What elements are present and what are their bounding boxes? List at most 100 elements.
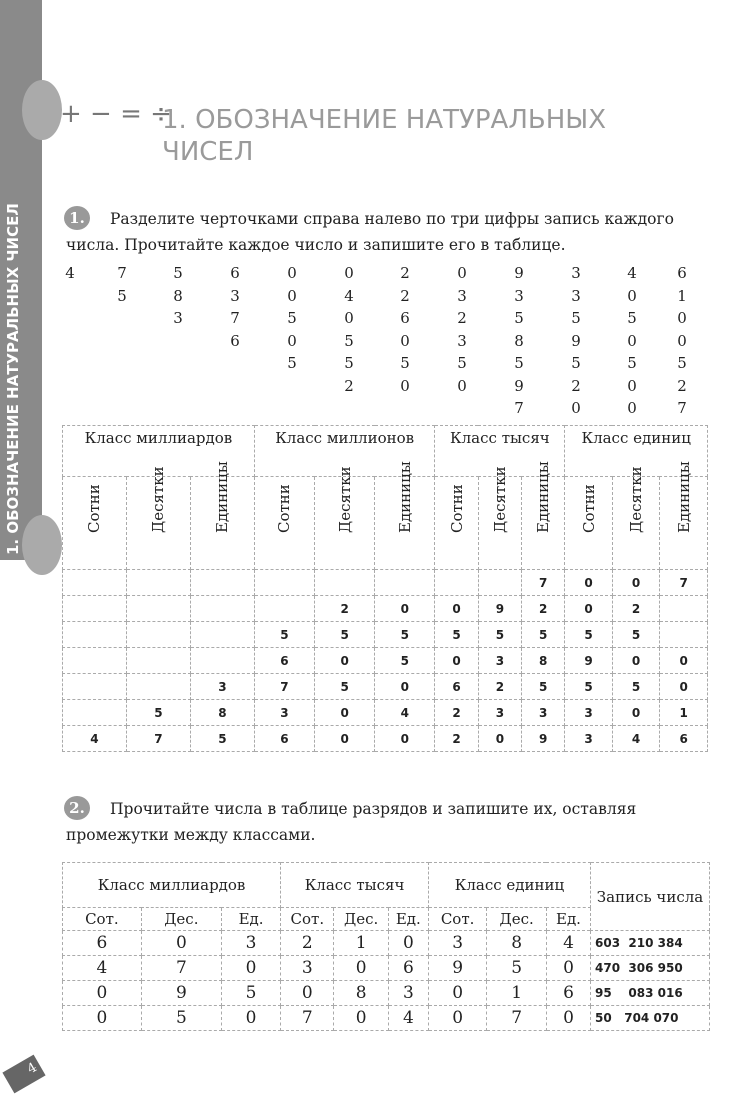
digit-column: 9 3 5 8 5 9 7 <box>504 262 534 420</box>
digit-cell: 4 <box>374 699 436 726</box>
table-row: 0 9 5 0 8 3 0 1 6 95 083 016 <box>62 980 710 1006</box>
digit: 5 <box>571 309 581 327</box>
digit: 4 <box>627 264 637 282</box>
digit: 0 <box>677 309 687 327</box>
digit: 0 <box>627 399 637 417</box>
digit-cell: 9 <box>521 725 566 752</box>
digit-cell: 4 <box>611 725 661 752</box>
digit-cell: 2 <box>314 595 376 622</box>
digit-column: 4 0 5 0 5 0 0 <box>617 262 647 420</box>
digit: 5 <box>457 354 467 372</box>
digit: 9 <box>571 331 581 350</box>
digit-cell <box>189 595 255 622</box>
digit-cell: 7 <box>280 1005 335 1031</box>
digit-cell: 3 <box>387 980 429 1006</box>
digit: 3 <box>173 309 183 327</box>
digit: 8 <box>514 331 524 350</box>
digit: 5 <box>514 309 524 327</box>
digit: 0 <box>571 399 581 417</box>
rank-header: Сотни <box>62 476 127 570</box>
digit-cell: 3 <box>427 930 488 956</box>
digit-cell: 3 <box>253 699 316 726</box>
digit-cell: 6 <box>545 980 592 1006</box>
digit-cell: 5 <box>486 955 547 981</box>
task1-text: Разделите черточками справа налево по тр… <box>66 210 674 254</box>
page-title: 1. ОБОЗНАЧЕНИЕ НАТУРАЛЬНЫХ ЧИСЕЛ <box>162 104 606 168</box>
table-row: 0 5 0 7 0 4 0 7 0 50 704 070 <box>62 1005 710 1031</box>
digit: 0 <box>677 331 687 350</box>
rank-header: Дес. <box>333 907 389 931</box>
class-header: Класс миллионов <box>253 425 436 477</box>
digit: 0 <box>457 376 467 395</box>
digit: 5 <box>571 354 581 372</box>
digit-cell: 7 <box>659 569 708 596</box>
task-number-badge: 2. <box>64 796 90 820</box>
digit-cell <box>125 595 191 622</box>
digit-cell: 3 <box>477 699 523 726</box>
rank-header: Сот. <box>62 907 142 931</box>
digit-cell: 0 <box>220 955 282 981</box>
digit-cell <box>62 595 127 622</box>
digit: 5 <box>287 354 297 372</box>
digit: 5 <box>287 309 297 327</box>
digit-cell: 7 <box>125 725 191 752</box>
digit-column: 0 4 0 5 5 2 <box>334 262 364 397</box>
rank-header: Ед. <box>545 907 592 931</box>
digit-cell: 0 <box>280 980 335 1006</box>
digit-cell: 3 <box>521 699 566 726</box>
rank-header: Дес. <box>140 907 223 931</box>
digit-cell <box>62 699 127 726</box>
digit-cell: 3 <box>220 930 282 956</box>
digit-cell <box>659 595 708 622</box>
digit-cell: 6 <box>659 725 708 752</box>
digit: 2 <box>677 376 687 395</box>
record-cell: 470 306 950 <box>590 955 710 981</box>
rank-label: Десятки <box>490 466 509 533</box>
digit: 7 <box>117 264 127 282</box>
digit-cell: 2 <box>477 673 523 700</box>
digit-cell: 0 <box>477 725 523 752</box>
digit: 2 <box>344 376 354 395</box>
digit: 7 <box>677 399 687 417</box>
digit: 0 <box>287 286 297 305</box>
digit-cell: 6 <box>387 955 429 981</box>
digit-cell <box>62 621 127 648</box>
digit-cell: 3 <box>280 955 335 981</box>
rank-label: Сотни <box>85 484 104 533</box>
digit: 0 <box>344 309 354 327</box>
rank-header: Единицы <box>521 461 566 570</box>
digit-cell: 0 <box>374 725 436 752</box>
digit: 2 <box>400 264 410 282</box>
digit: 2 <box>457 309 467 327</box>
rank-header: Ед. <box>387 907 429 931</box>
digit-cell: 7 <box>140 955 223 981</box>
digit-cell: 5 <box>125 699 191 726</box>
math-signs-icon: + − = ÷ <box>60 99 172 129</box>
digit-cell: 5 <box>314 673 376 700</box>
digit-cell: 0 <box>374 595 436 622</box>
digit-cell: 0 <box>140 930 223 956</box>
digit: 7 <box>230 309 240 327</box>
digit-cell: 6 <box>253 647 316 674</box>
task2-text: Прочитайте числа в таблице разрядов и за… <box>66 800 637 844</box>
digit: 9 <box>514 264 524 282</box>
digit: 9 <box>514 376 524 395</box>
digit-cell: 5 <box>434 621 479 648</box>
class-header: Класс тысяч <box>280 862 429 908</box>
digit-cell: 6 <box>253 725 316 752</box>
rank-label: Десятки <box>149 466 168 533</box>
digit-cell <box>374 569 436 596</box>
digit: 0 <box>627 331 637 350</box>
digit: 0 <box>400 331 410 350</box>
record-cell: 50 704 070 <box>590 1005 710 1031</box>
rank-header: Единицы <box>659 461 708 570</box>
digit-cell: 7 <box>253 673 316 700</box>
rank-label: Единицы <box>674 461 693 533</box>
rank-header: Сотни <box>434 476 479 570</box>
digit: 3 <box>230 286 240 305</box>
digit-cell <box>125 569 191 596</box>
digit-column: 0 3 2 3 5 0 <box>447 262 477 397</box>
